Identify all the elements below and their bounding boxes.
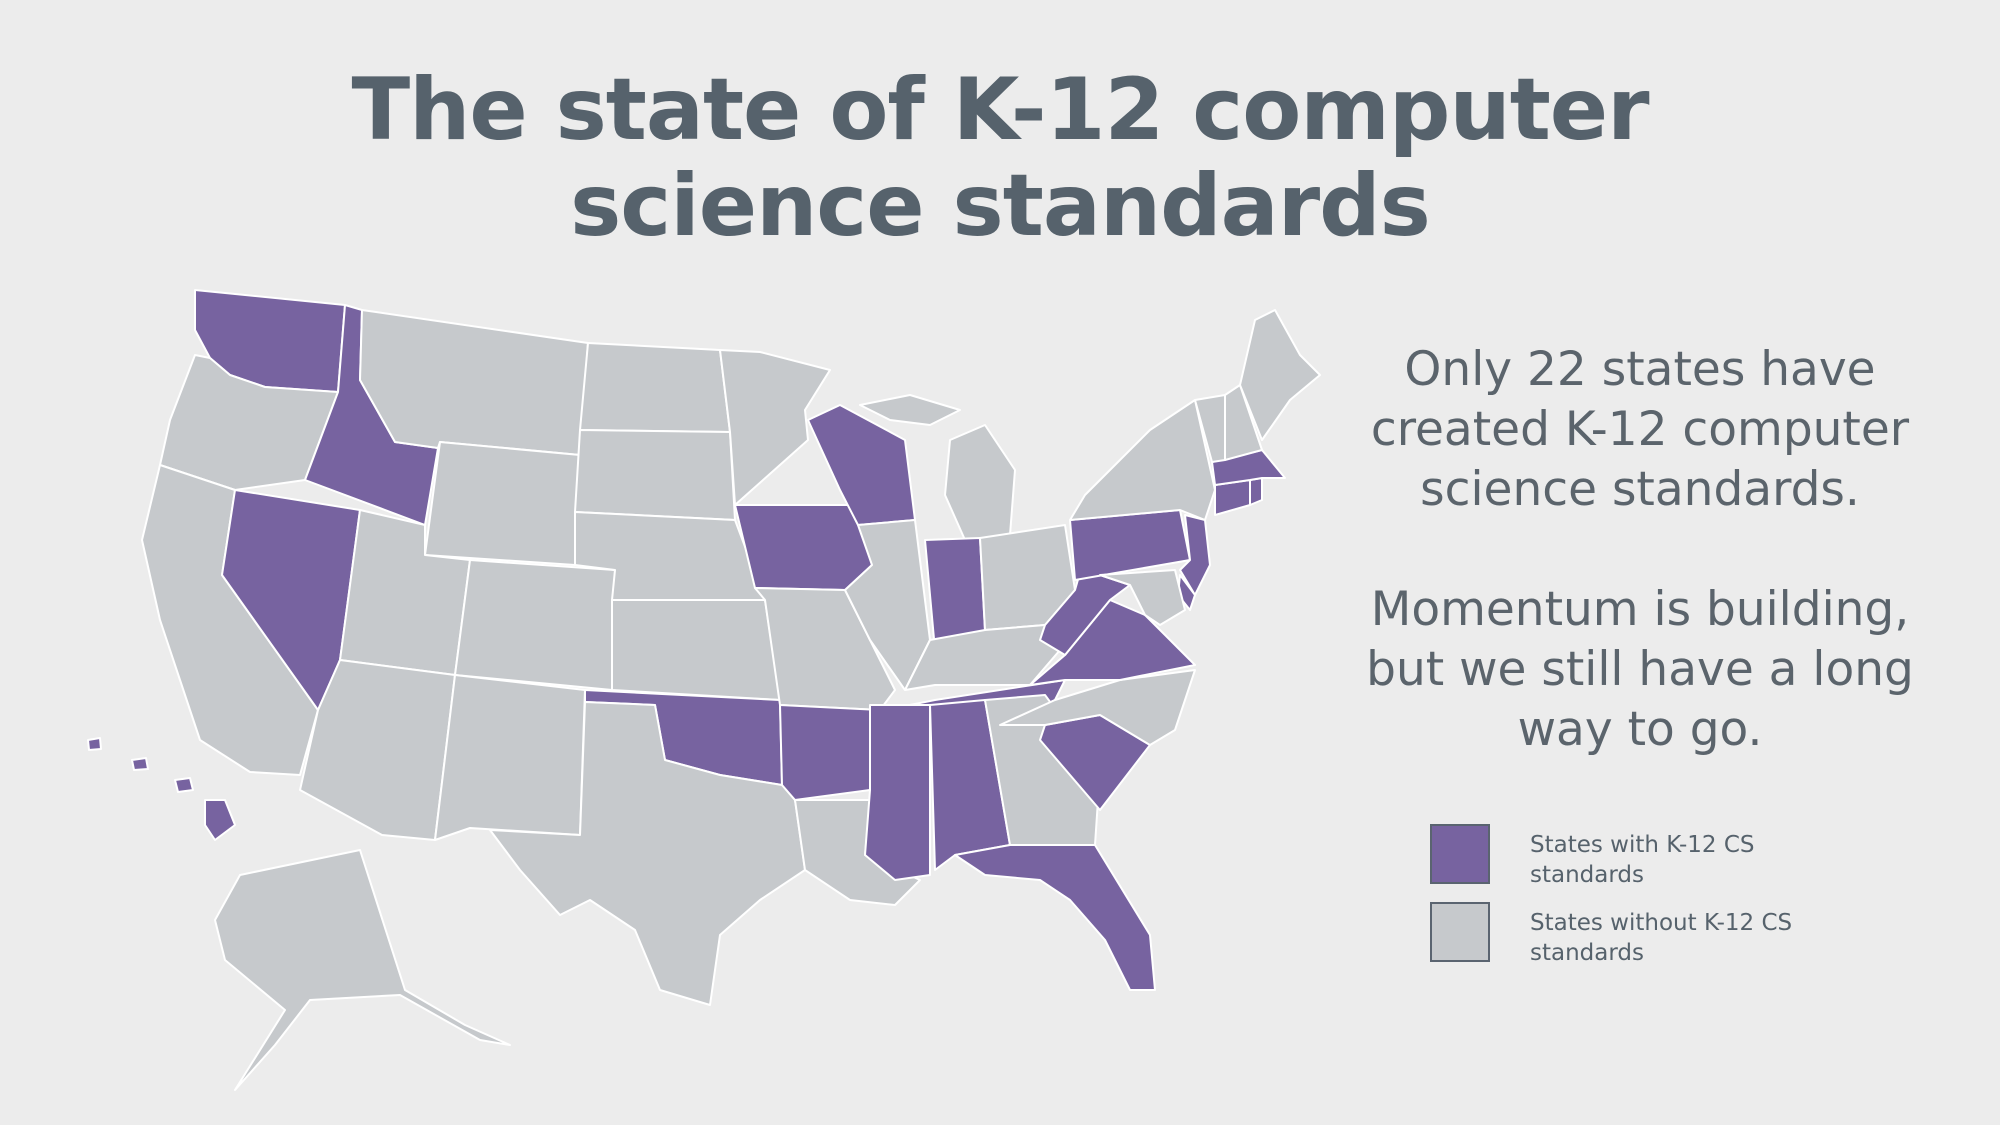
state-north-carolina: [999, 669, 1196, 746]
state-michigan-up: [859, 394, 961, 426]
state-alaska: [214, 849, 511, 1091]
state-iowa: [734, 504, 873, 591]
us-states-map: [87, 289, 1321, 1091]
state-colorado: [454, 559, 616, 691]
state-new-york: [1069, 399, 1216, 521]
state-hawaii-big-island: [204, 799, 236, 841]
legend-label-without-cs: States without K-12 CS standards: [1530, 910, 1793, 966]
state-mississippi: [864, 704, 931, 881]
page-title: The state of K-12 computer science stand…: [0, 62, 2000, 254]
state-north-dakota: [579, 342, 731, 433]
state-michigan: [944, 424, 1016, 541]
info-paragraph-1: Only 22 states have created K-12 compute…: [1370, 342, 1910, 517]
legend-item-with-cs: States with K-12 CS standards: [1430, 822, 1870, 888]
title-line-2: science standards: [570, 156, 1431, 256]
state-illinois: [844, 519, 931, 691]
state-maryland: [1099, 569, 1186, 626]
state-rhode-island: [1249, 477, 1263, 506]
info-text: Only 22 states have created K-12 compute…: [1330, 340, 1950, 760]
legend-swatch-with-cs: [1430, 824, 1490, 884]
state-kansas: [611, 599, 781, 701]
state-south-dakota: [574, 429, 736, 521]
state-hawaii-maui: [174, 777, 194, 793]
state-new-mexico: [434, 674, 586, 841]
state-wyoming: [424, 441, 581, 566]
legend-swatch-without-cs: [1430, 902, 1490, 962]
legend-item-without-cs: States without K-12 CS standards: [1430, 900, 1870, 966]
state-hawaii-oahu: [131, 757, 149, 771]
state-new-hampshire: [1224, 384, 1263, 461]
title-line-1: The state of K-12 computer: [351, 60, 1649, 160]
info-paragraph-2: Momentum is building, but we still have …: [1366, 582, 1914, 757]
state-arkansas: [779, 704, 881, 801]
state-texas: [489, 701, 806, 1006]
state-montana: [359, 309, 589, 456]
state-florida: [954, 844, 1156, 991]
state-hawaii-kauai: [87, 737, 102, 751]
state-minnesota: [719, 349, 831, 506]
state-maine: [1239, 309, 1321, 441]
legend-label-with-cs: States with K-12 CS standards: [1530, 832, 1755, 888]
